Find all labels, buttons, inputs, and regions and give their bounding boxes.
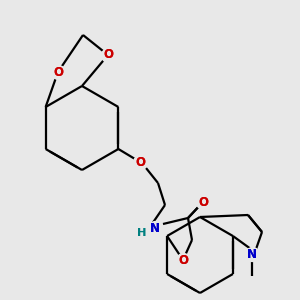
Text: N: N bbox=[150, 221, 160, 235]
Text: O: O bbox=[178, 254, 188, 266]
Text: H: H bbox=[137, 228, 147, 238]
Text: O: O bbox=[198, 196, 208, 208]
Text: N: N bbox=[247, 248, 257, 260]
Text: N: N bbox=[150, 221, 160, 235]
Text: H: H bbox=[138, 228, 146, 238]
Text: O: O bbox=[135, 155, 145, 169]
Text: O: O bbox=[198, 196, 208, 208]
Text: O: O bbox=[135, 155, 145, 169]
Text: O: O bbox=[53, 65, 63, 79]
Text: O: O bbox=[178, 254, 188, 266]
Text: O: O bbox=[103, 49, 113, 62]
Text: N: N bbox=[247, 248, 257, 260]
Text: O: O bbox=[103, 49, 113, 62]
Text: O: O bbox=[53, 65, 63, 79]
